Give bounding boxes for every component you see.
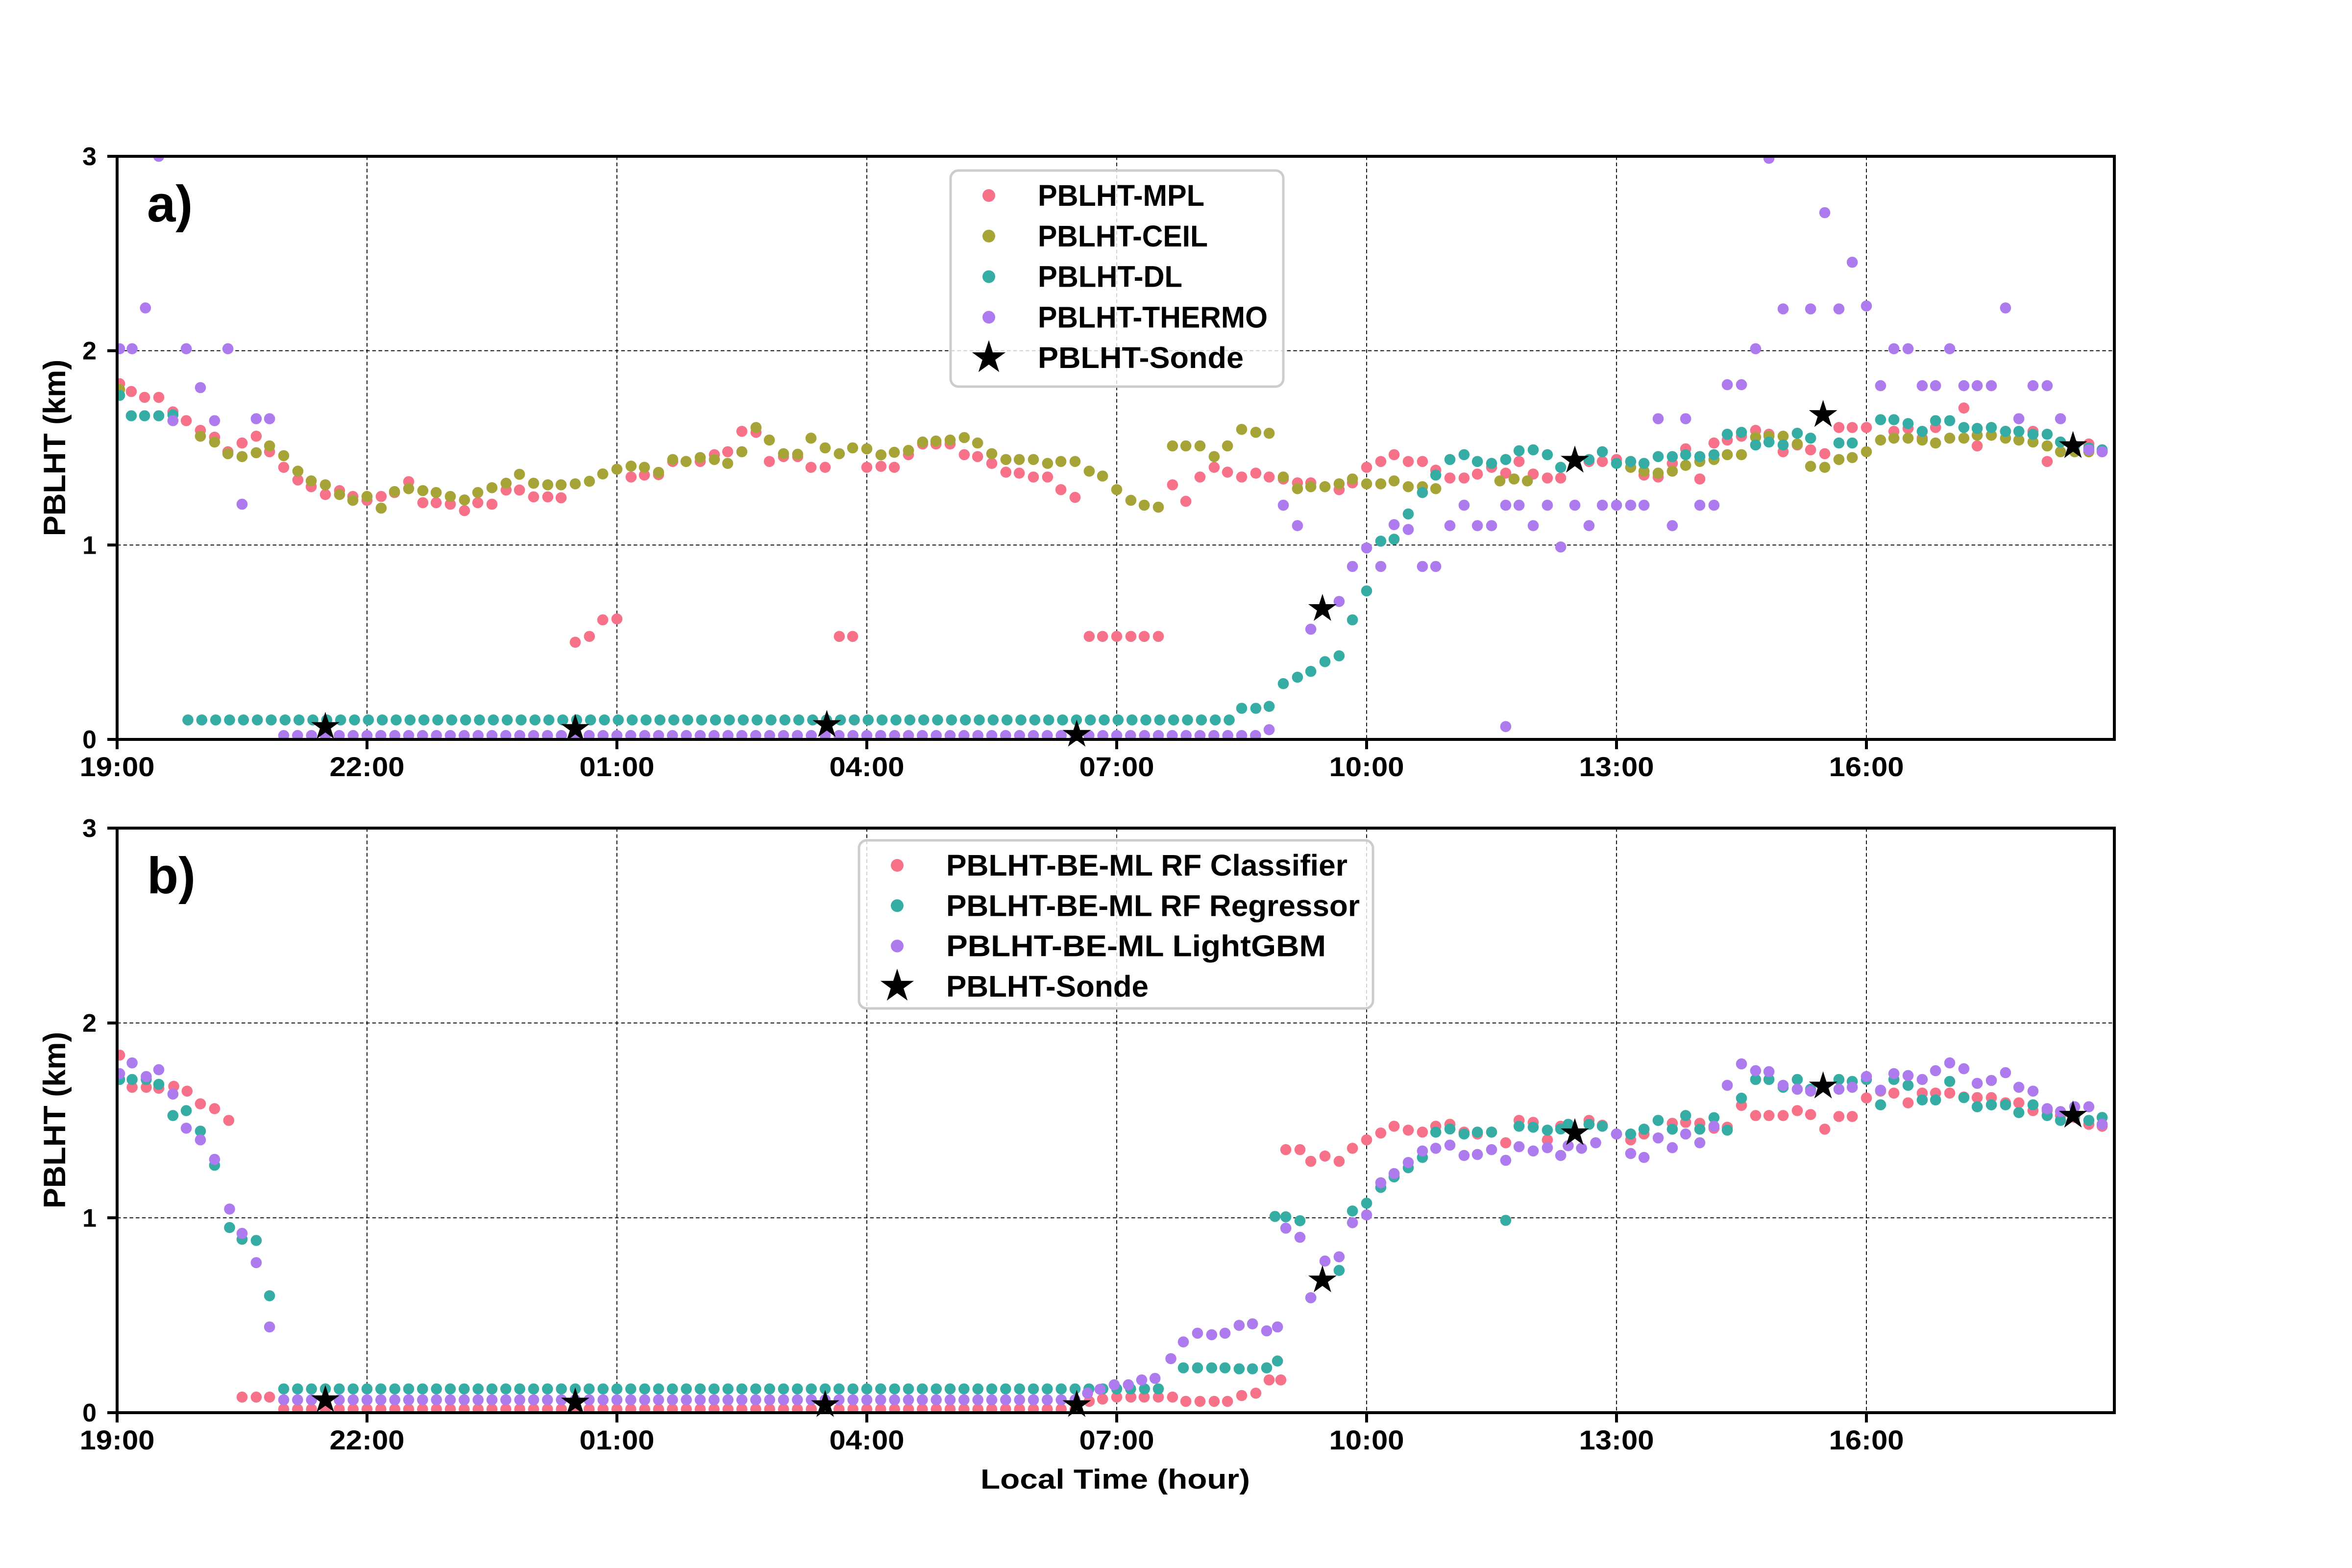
svg-text:19:00: 19:00 xyxy=(80,751,155,782)
svg-text:2: 2 xyxy=(82,337,97,366)
svg-text:Local Time (hour): Local Time (hour) xyxy=(980,1464,1250,1495)
svg-text:10:00: 10:00 xyxy=(1329,1424,1404,1455)
svg-text:01:00: 01:00 xyxy=(580,751,655,782)
svg-text:PBLHT-CEIL: PBLHT-CEIL xyxy=(1038,220,1208,253)
svg-text:PBLHT-Sonde: PBLHT-Sonde xyxy=(946,970,1149,1003)
svg-text:10:00: 10:00 xyxy=(1329,751,1404,782)
svg-text:07:00: 07:00 xyxy=(1079,1424,1154,1455)
svg-text:13:00: 13:00 xyxy=(1579,751,1654,782)
svg-text:PBLHT (km): PBLHT (km) xyxy=(38,1032,72,1209)
svg-text:PBLHT-Sonde: PBLHT-Sonde xyxy=(1038,341,1244,374)
svg-text:3: 3 xyxy=(82,143,97,171)
svg-text:2: 2 xyxy=(82,1009,97,1038)
svg-text:1: 1 xyxy=(82,531,97,560)
svg-text:0: 0 xyxy=(82,726,97,754)
svg-text:16:00: 16:00 xyxy=(1829,1424,1904,1455)
svg-text:a): a) xyxy=(147,175,193,233)
svg-text:b): b) xyxy=(147,847,196,905)
svg-text:01:00: 01:00 xyxy=(580,1424,655,1455)
svg-text:PBLHT-BE-ML RF Classifier: PBLHT-BE-ML RF Classifier xyxy=(946,849,1348,882)
svg-text:PBLHT-THERMO: PBLHT-THERMO xyxy=(1038,300,1268,334)
svg-text:22:00: 22:00 xyxy=(330,751,405,782)
svg-text:PBLHT-DL: PBLHT-DL xyxy=(1038,260,1182,294)
svg-text:04:00: 04:00 xyxy=(830,751,905,782)
svg-text:1: 1 xyxy=(82,1204,97,1232)
svg-text:3: 3 xyxy=(82,814,97,843)
svg-text:PBLHT-MPL: PBLHT-MPL xyxy=(1038,179,1204,212)
svg-text:0: 0 xyxy=(82,1399,97,1427)
svg-text:16:00: 16:00 xyxy=(1829,751,1904,782)
svg-text:13:00: 13:00 xyxy=(1579,1424,1654,1455)
svg-text:04:00: 04:00 xyxy=(830,1424,905,1455)
svg-text:07:00: 07:00 xyxy=(1079,751,1154,782)
svg-text:PBLHT-BE-ML RF Regressor: PBLHT-BE-ML RF Regressor xyxy=(946,889,1360,922)
svg-text:19:00: 19:00 xyxy=(80,1424,155,1455)
svg-text:PBLHT (km): PBLHT (km) xyxy=(38,360,72,537)
svg-text:22:00: 22:00 xyxy=(330,1424,405,1455)
svg-text:PBLHT-BE-ML LightGBM: PBLHT-BE-ML LightGBM xyxy=(946,930,1326,963)
